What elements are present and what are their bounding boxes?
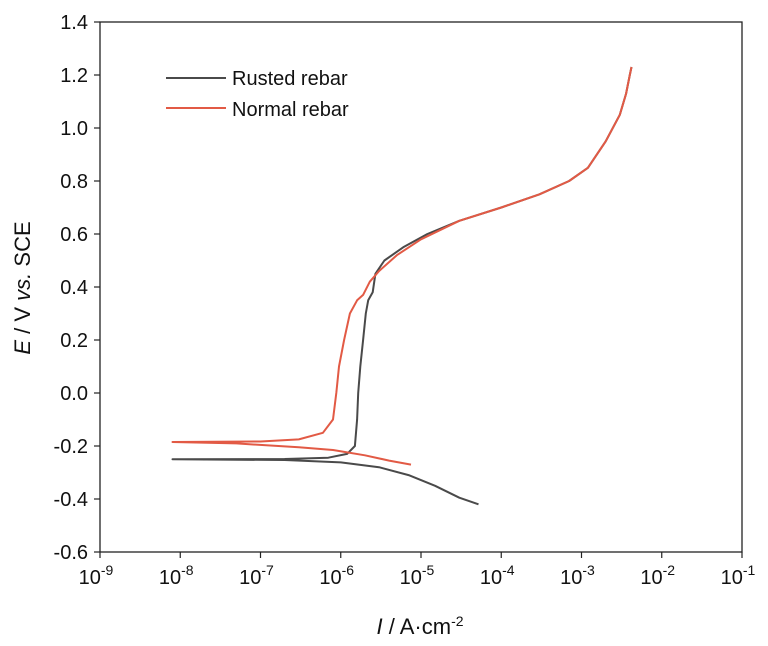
y-axis-title: E / V vs. SCE <box>10 221 35 354</box>
series-line-rusted-rebar <box>171 66 633 506</box>
legend-label-rusted-rebar: Rusted rebar <box>232 68 348 90</box>
series-layer <box>171 66 633 506</box>
y-tick-label: 0.4 <box>60 277 88 299</box>
legend: Rusted rebar Normal rebar <box>166 68 349 121</box>
y-axis-ticks: -0.6 -0.4 -0.2 0.0 0.2 0.4 0.6 0.8 1.0 1.2 1.4 <box>54 12 100 564</box>
series-line-normal-rebar <box>171 66 633 466</box>
x-tick-label: 10-4 <box>480 562 515 589</box>
legend-label-normal-rebar: Normal rebar <box>232 99 349 121</box>
y-tick-label: 1.0 <box>60 118 88 140</box>
x-tick-label: 10-8 <box>159 562 194 589</box>
y-tick-label: -0.6 <box>54 542 88 564</box>
y-tick-label: -0.4 <box>54 489 88 511</box>
x-axis-ticks: 10-9 10-8 10-7 10-6 10-5 10-4 10-3 10-2 10-1 <box>79 552 756 589</box>
y-tick-label: 1.4 <box>60 12 88 34</box>
axes: 10-9 10-8 10-7 10-6 10-5 10-4 10-3 10-2 10-1 -0.… <box>54 12 756 589</box>
y-tick-label: 1.2 <box>60 65 88 87</box>
plot-frame <box>99 21 743 553</box>
x-axis-title: I / A·cm-2 <box>376 613 463 639</box>
y-tick-label: 0.0 <box>60 383 88 405</box>
x-tick-label: 10-3 <box>560 562 595 589</box>
x-tick-label: 10-9 <box>79 562 114 589</box>
x-tick-label: 10-1 <box>721 562 756 589</box>
x-tick-label: 10-5 <box>400 562 435 589</box>
y-tick-label: 0.2 <box>60 330 88 352</box>
x-tick-label: 10-6 <box>319 562 354 589</box>
y-tick-label: 0.8 <box>60 171 88 193</box>
x-tick-label: 10-7 <box>239 562 274 589</box>
y-tick-label: 0.6 <box>60 224 88 246</box>
y-tick-label: -0.2 <box>54 436 88 458</box>
x-tick-label: 10-2 <box>640 562 675 589</box>
